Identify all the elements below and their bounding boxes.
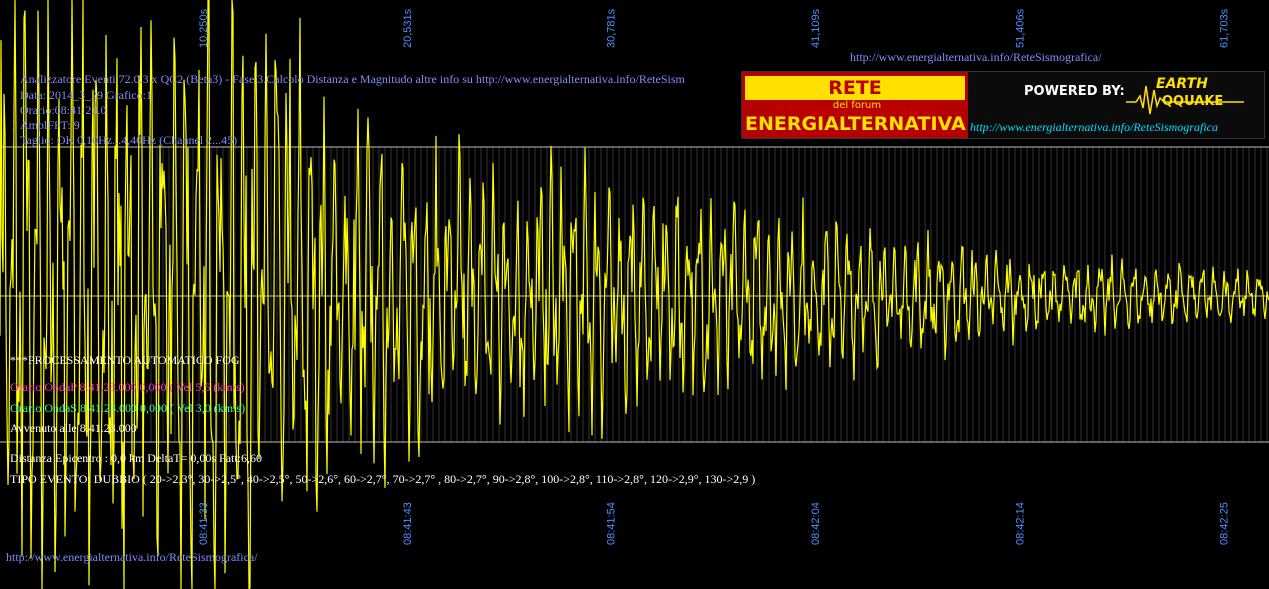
- top-tick-label: 10,250s: [198, 8, 210, 48]
- banner-url[interactable]: http://www.energialternativa.info/ReteSi…: [970, 120, 1218, 134]
- bottom-tick-label: 08:42:14: [1014, 502, 1026, 545]
- top-url-link[interactable]: http://www.energialternativa.info/ReteSi…: [850, 50, 1102, 64]
- bottom-url-link[interactable]: http://www.energialternativa.info/ReteSi…: [6, 550, 258, 564]
- banner-forum: del forum: [832, 100, 882, 111]
- bottom-tick-label: 08:41:43: [402, 502, 414, 545]
- analyzer-title: Analizzatore Eventi 72.0.3 x QC2 (Beta3)…: [20, 72, 685, 86]
- seismograph-logo-icon: [1126, 85, 1244, 115]
- powered-by-label: POWERED BY:: [1024, 84, 1125, 99]
- rete-sismografica-banner: RETE SISMOGRAFICA del forum ENERGIALTERN…: [741, 71, 1265, 139]
- top-tick-label: 61,703s: [1218, 8, 1230, 48]
- time-line: Orario:08:41:23.0: [20, 103, 107, 117]
- onda-p-line: Orario OndaP 8.41.23.000 0,000 ( Vel 5,5…: [10, 380, 245, 394]
- bottom-tick-label: 08:41:33: [198, 502, 210, 545]
- filter-line: Taglio: OK 0,10Hz...4,40Hz (Channel 2...…: [20, 133, 238, 147]
- bottom-tick-labels: 08:41:33 08:41:43 08:41:54 08:42:04 08:42:14…: [198, 502, 1230, 545]
- top-tick-label: 20,531s: [402, 8, 414, 48]
- bottom-tick-label: 08:41:54: [605, 502, 617, 545]
- top-tick-label: 30,781s: [605, 8, 617, 48]
- distanza-line: Distanza Epicentro : 0,0 km DeltaT= 0,00…: [10, 451, 263, 465]
- top-tick-label: 51,406s: [1014, 8, 1026, 48]
- avvenuto-line: Avvenuto alle 8.41.23.000: [10, 421, 137, 435]
- earth-logo-text: EARTH: [1156, 76, 1208, 92]
- onda-s-line: Orario OndaS 8.41.23.000 0,000 ( Vel 3,0…: [10, 401, 246, 415]
- banner-brand: ENERGIALTERNATIVA: [745, 113, 966, 135]
- processing-title: ***PROCESSAMENTO AUTOMATICO FOG: [10, 353, 240, 367]
- top-tick-label: 41,109s: [810, 8, 822, 48]
- bottom-tick-label: 08:42:25: [1218, 502, 1230, 545]
- bottom-tick-label: 08:42:04: [810, 502, 822, 545]
- date-line: Data: 2014_3_29 Grafico:1: [20, 88, 152, 102]
- tipo-evento-line: TIPO EVENTO: DUBBIO ( 20->2,3°, 30->2,5°…: [10, 472, 756, 486]
- ampl-line: AmplFFT: 9: [20, 118, 80, 132]
- quake-logo-text: QQUAKE: [1162, 94, 1224, 109]
- banner-title: RETE SISMOGRAFICA: [745, 76, 965, 123]
- top-tick-labels: 10,250s 20,531s 30,781s 41,109s 51,406s 61,70…: [198, 8, 1230, 48]
